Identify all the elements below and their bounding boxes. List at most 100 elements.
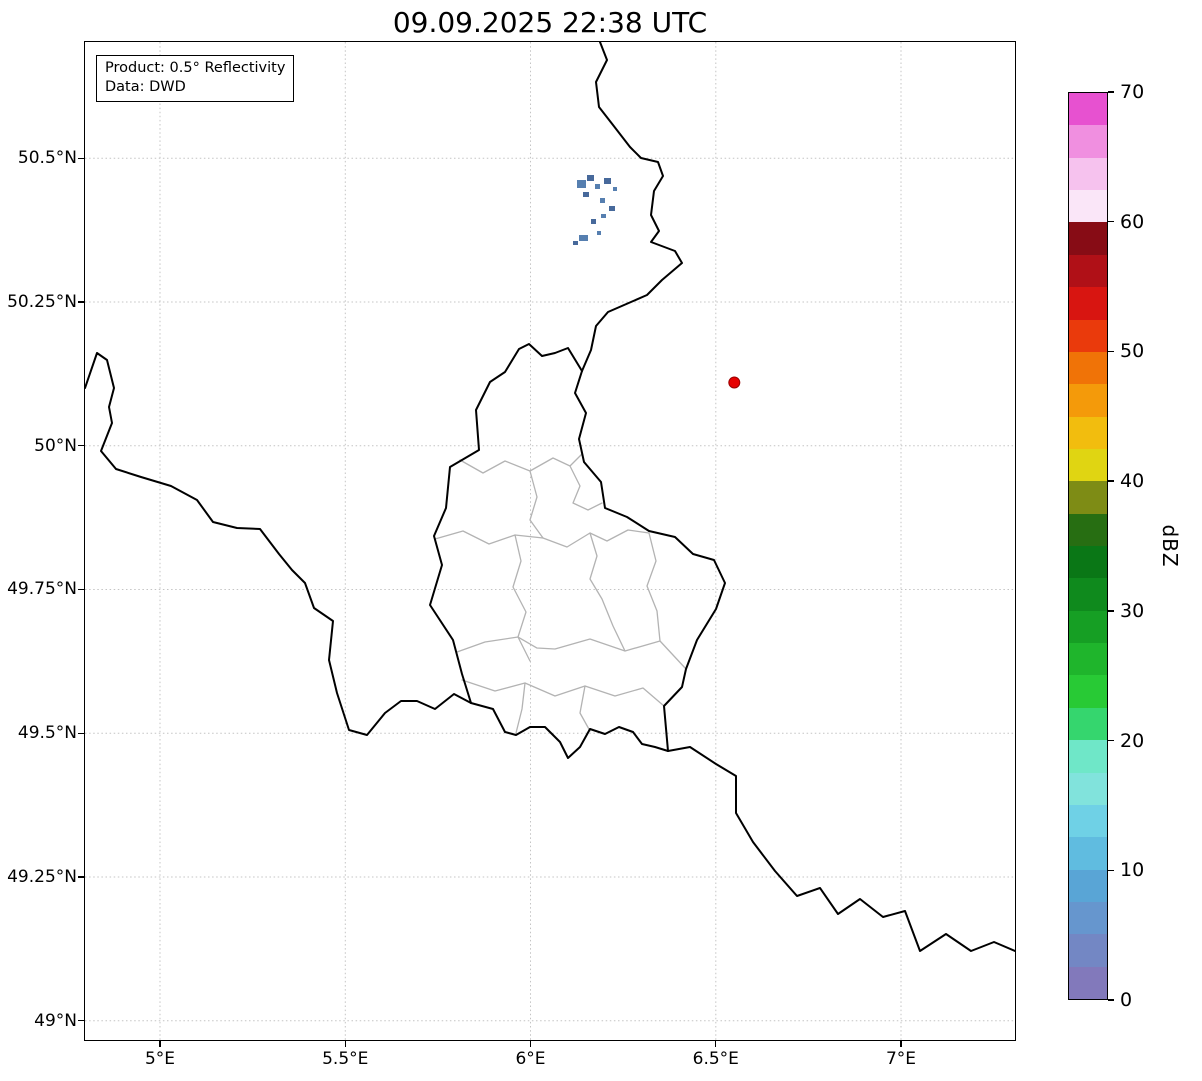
colorbar-segment [1069,448,1107,482]
x-tick-mark [900,1041,902,1047]
radar-echo [595,184,600,189]
border-france-germany [667,746,1015,952]
canton-border [646,532,661,642]
colorbar-segment [1069,837,1107,870]
border-luxembourg-germany [574,370,726,752]
canton-border [459,453,583,474]
colorbar-tick-mark [1108,220,1114,223]
x-tick-label: 5°E [144,1049,176,1069]
x-tick-mark [715,1041,717,1047]
y-tick-label: 49.75°N [7,579,77,600]
colorbar-segment [1069,772,1107,805]
colorbar-tick-mark [1108,480,1114,482]
x-tick-label: 6.5°E [692,1049,739,1069]
colorbar [1068,92,1108,1000]
radar-echo [601,214,606,218]
colorbar-segment [1069,254,1107,288]
colorbar-segment [1069,222,1107,255]
y-tick-label: 49.25°N [7,866,77,887]
colorbar-segment [1069,157,1107,191]
map-svg [85,42,1015,1040]
country-borders [85,42,1015,952]
canton-border [529,470,544,539]
canton-border [515,682,526,734]
colorbar-segment [1069,546,1107,579]
colorbar-segment [1069,675,1107,708]
y-tick-mark [78,301,84,303]
border-belgium-germany [581,42,683,372]
canton-border [461,679,665,707]
luxembourg-canton-borders [434,453,687,734]
canton-border [569,465,603,511]
y-tick-mark [78,588,84,591]
colorbar-segment [1069,610,1107,644]
colorbar-tick-mark [1108,350,1114,353]
x-tick-label: 5.5°E [322,1049,369,1069]
y-tick-mark [78,445,84,447]
canton-border [579,685,591,732]
colorbar-tick-mark [1108,869,1114,872]
colorbar-tick-label: 10 [1120,859,1145,882]
colorbar-segment [1069,125,1107,158]
x-tick-mark [529,1041,532,1047]
colorbar-segment [1069,578,1107,611]
colorbar-segment [1069,416,1107,449]
radar-site-marker [728,376,741,389]
y-tick-mark [78,732,84,734]
colorbar-segment [1069,319,1107,352]
colorbar-segment [1069,643,1107,676]
colorbar-segment [1069,351,1107,385]
radar-echo [583,192,589,197]
colorbar-tick-mark [1108,739,1114,742]
radar-echo [579,235,588,241]
colorbar-segment [1069,740,1107,773]
radar-echo [591,219,596,224]
colorbar-segment [1069,966,1107,1000]
colorbar-segment [1069,93,1107,126]
y-tick-label: 50.5°N [17,148,77,169]
colorbar-tick-label: 30 [1120,599,1145,622]
border-belgium-luxembourg [429,343,583,704]
colorbar-segment [1069,384,1107,417]
colorbar-tick-mark [1108,999,1114,1001]
x-tick-label: 7°E [885,1049,917,1069]
radar-echo [577,180,586,188]
y-tick-label: 50.25°N [7,291,77,312]
x-tick-label: 6°E [515,1049,546,1069]
colorbar-label: dBZ [1158,524,1182,568]
info-box-source: Data: DWD [105,79,186,96]
colorbar-segment [1069,804,1107,838]
colorbar-tick-mark [1108,91,1114,93]
plot-title: 09.09.2025 22:38 UTC [392,6,708,39]
y-tick-mark [78,876,84,878]
colorbar-tick-label: 70 [1120,81,1145,103]
colorbar-segment [1069,190,1107,223]
canton-border [434,529,650,548]
border-france-belgium [85,352,472,736]
canton-border [456,636,687,670]
colorbar-segment [1069,481,1107,514]
info-box-product: Product: 0.5° Reflectivity [105,60,286,76]
colorbar-segment [1069,707,1107,741]
grid-lines [85,42,1015,1040]
radar-echo [604,178,611,184]
radar-echo [573,241,578,245]
colorbar-tick-label: 20 [1120,729,1145,752]
colorbar-tick-label: 40 [1120,470,1145,493]
radar-echoes [573,175,617,245]
colorbar-segment [1069,513,1107,547]
colorbar-tick-mark [1108,610,1114,612]
info-box: Product: 0.5° Reflectivity Data: DWD [96,55,295,103]
canton-border [512,534,531,662]
y-tick-mark [78,1020,84,1022]
y-tick-label: 49°N [34,1010,77,1031]
colorbar-tick-label: 60 [1120,210,1145,233]
colorbar-segment [1069,901,1107,935]
colorbar-segment [1069,287,1107,320]
canton-border [589,532,626,652]
y-tick-mark [78,157,84,159]
radar-echo [597,231,601,235]
radar-echo [613,187,617,191]
radar-echo [600,198,605,203]
